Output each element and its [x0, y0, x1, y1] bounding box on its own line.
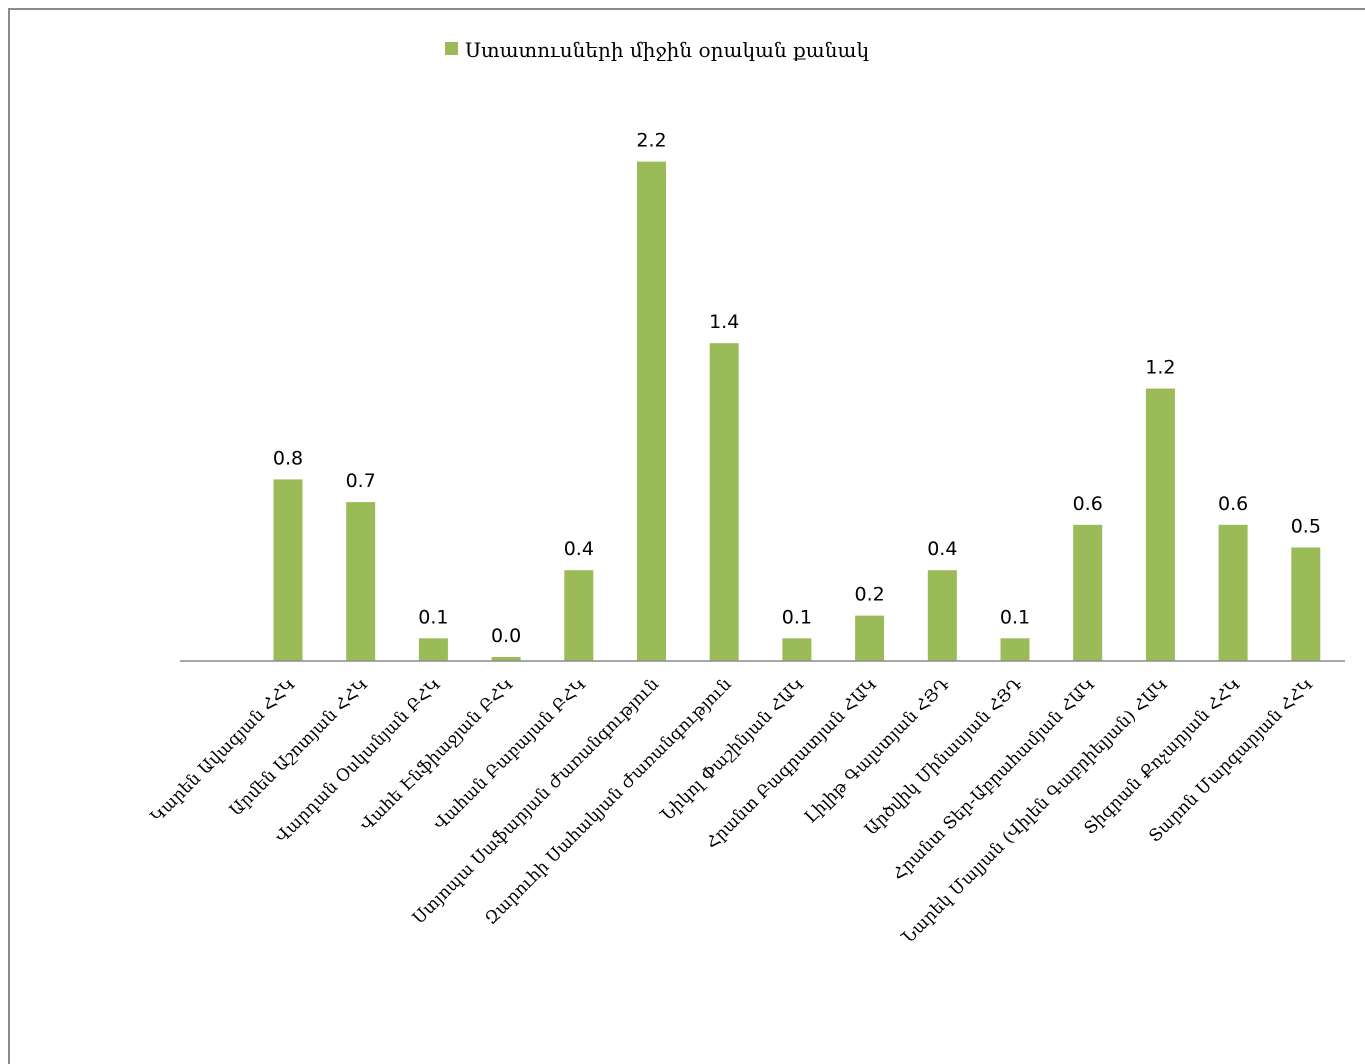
bar-5 — [564, 570, 594, 661]
chart-frame — [8, 8, 1365, 1064]
category-label-6: Ստյոպա Սաֆարյան Ժառանգություն — [409, 674, 663, 928]
data-label-9: 0.2 — [854, 584, 884, 606]
data-label-12: 0.6 — [1073, 493, 1103, 515]
data-label-2: 0.7 — [346, 470, 376, 492]
bar-7 — [709, 343, 739, 661]
category-label-5: Վահան Բաբայան ԲՀԿ — [430, 674, 590, 834]
data-label-8: 0.1 — [782, 606, 812, 628]
category-label-8: Նիկոլ Փաշինյան ՀԱԿ — [657, 674, 809, 826]
bar-11 — [1000, 638, 1030, 661]
legend-swatch — [445, 42, 458, 55]
data-label-14: 0.6 — [1218, 493, 1248, 515]
bars-group — [273, 161, 1321, 661]
data-label-15: 0.5 — [1291, 516, 1321, 538]
data-label-7: 1.4 — [709, 311, 739, 333]
bar-9 — [855, 615, 885, 661]
category-label-10: Լիլիթ Գալստյան ՀՅԴ — [801, 674, 955, 828]
data-label-13: 1.2 — [1145, 357, 1175, 379]
data-label-1: 0.8 — [273, 447, 303, 469]
data-label-11: 0.1 — [1000, 606, 1030, 628]
bar-4 — [491, 657, 521, 661]
data-label-10: 0.4 — [927, 538, 957, 560]
category-label-1: Կարեն Ավագյան ՀՀԿ — [147, 674, 300, 827]
bar-2 — [346, 502, 376, 661]
bar-1 — [273, 479, 303, 661]
category-label-7: Զարուհի Սահակյան Ժառանգություն — [481, 674, 736, 929]
data-label-5: 0.4 — [564, 538, 594, 560]
bar-15 — [1291, 547, 1321, 661]
category-label-4: Վահե Էնֆիաջյան ԲՀԿ — [356, 674, 517, 835]
bar-3 — [418, 638, 448, 661]
data-labels-group: 0.8 0.7 0.1 0.0 0.4 2.2 1.4 0.1 0.2 0.4 0.1 0.6 1.2 0… — [273, 130, 1321, 647]
bar-13 — [1145, 388, 1175, 661]
category-label-13: Նարեկ Մալյան (Վիլեն Գաբրիելյան) ՀԱԿ — [898, 674, 1172, 948]
bar-14 — [1218, 524, 1248, 661]
bar-6 — [637, 161, 666, 661]
legend-label: Ստատուսների միջին օրական քանակ — [465, 38, 869, 62]
legend: Ստատուսների միջին օրական քանակ — [445, 38, 869, 62]
data-label-4: 0.0 — [491, 625, 521, 647]
bar-10 — [927, 570, 957, 661]
data-label-3: 0.1 — [418, 606, 448, 628]
bar-8 — [782, 638, 812, 661]
data-label-6: 2.2 — [636, 130, 666, 152]
category-label-2: Արմեն Աշոտյան ՀՀԿ — [226, 674, 372, 820]
bar-12 — [1073, 524, 1103, 661]
